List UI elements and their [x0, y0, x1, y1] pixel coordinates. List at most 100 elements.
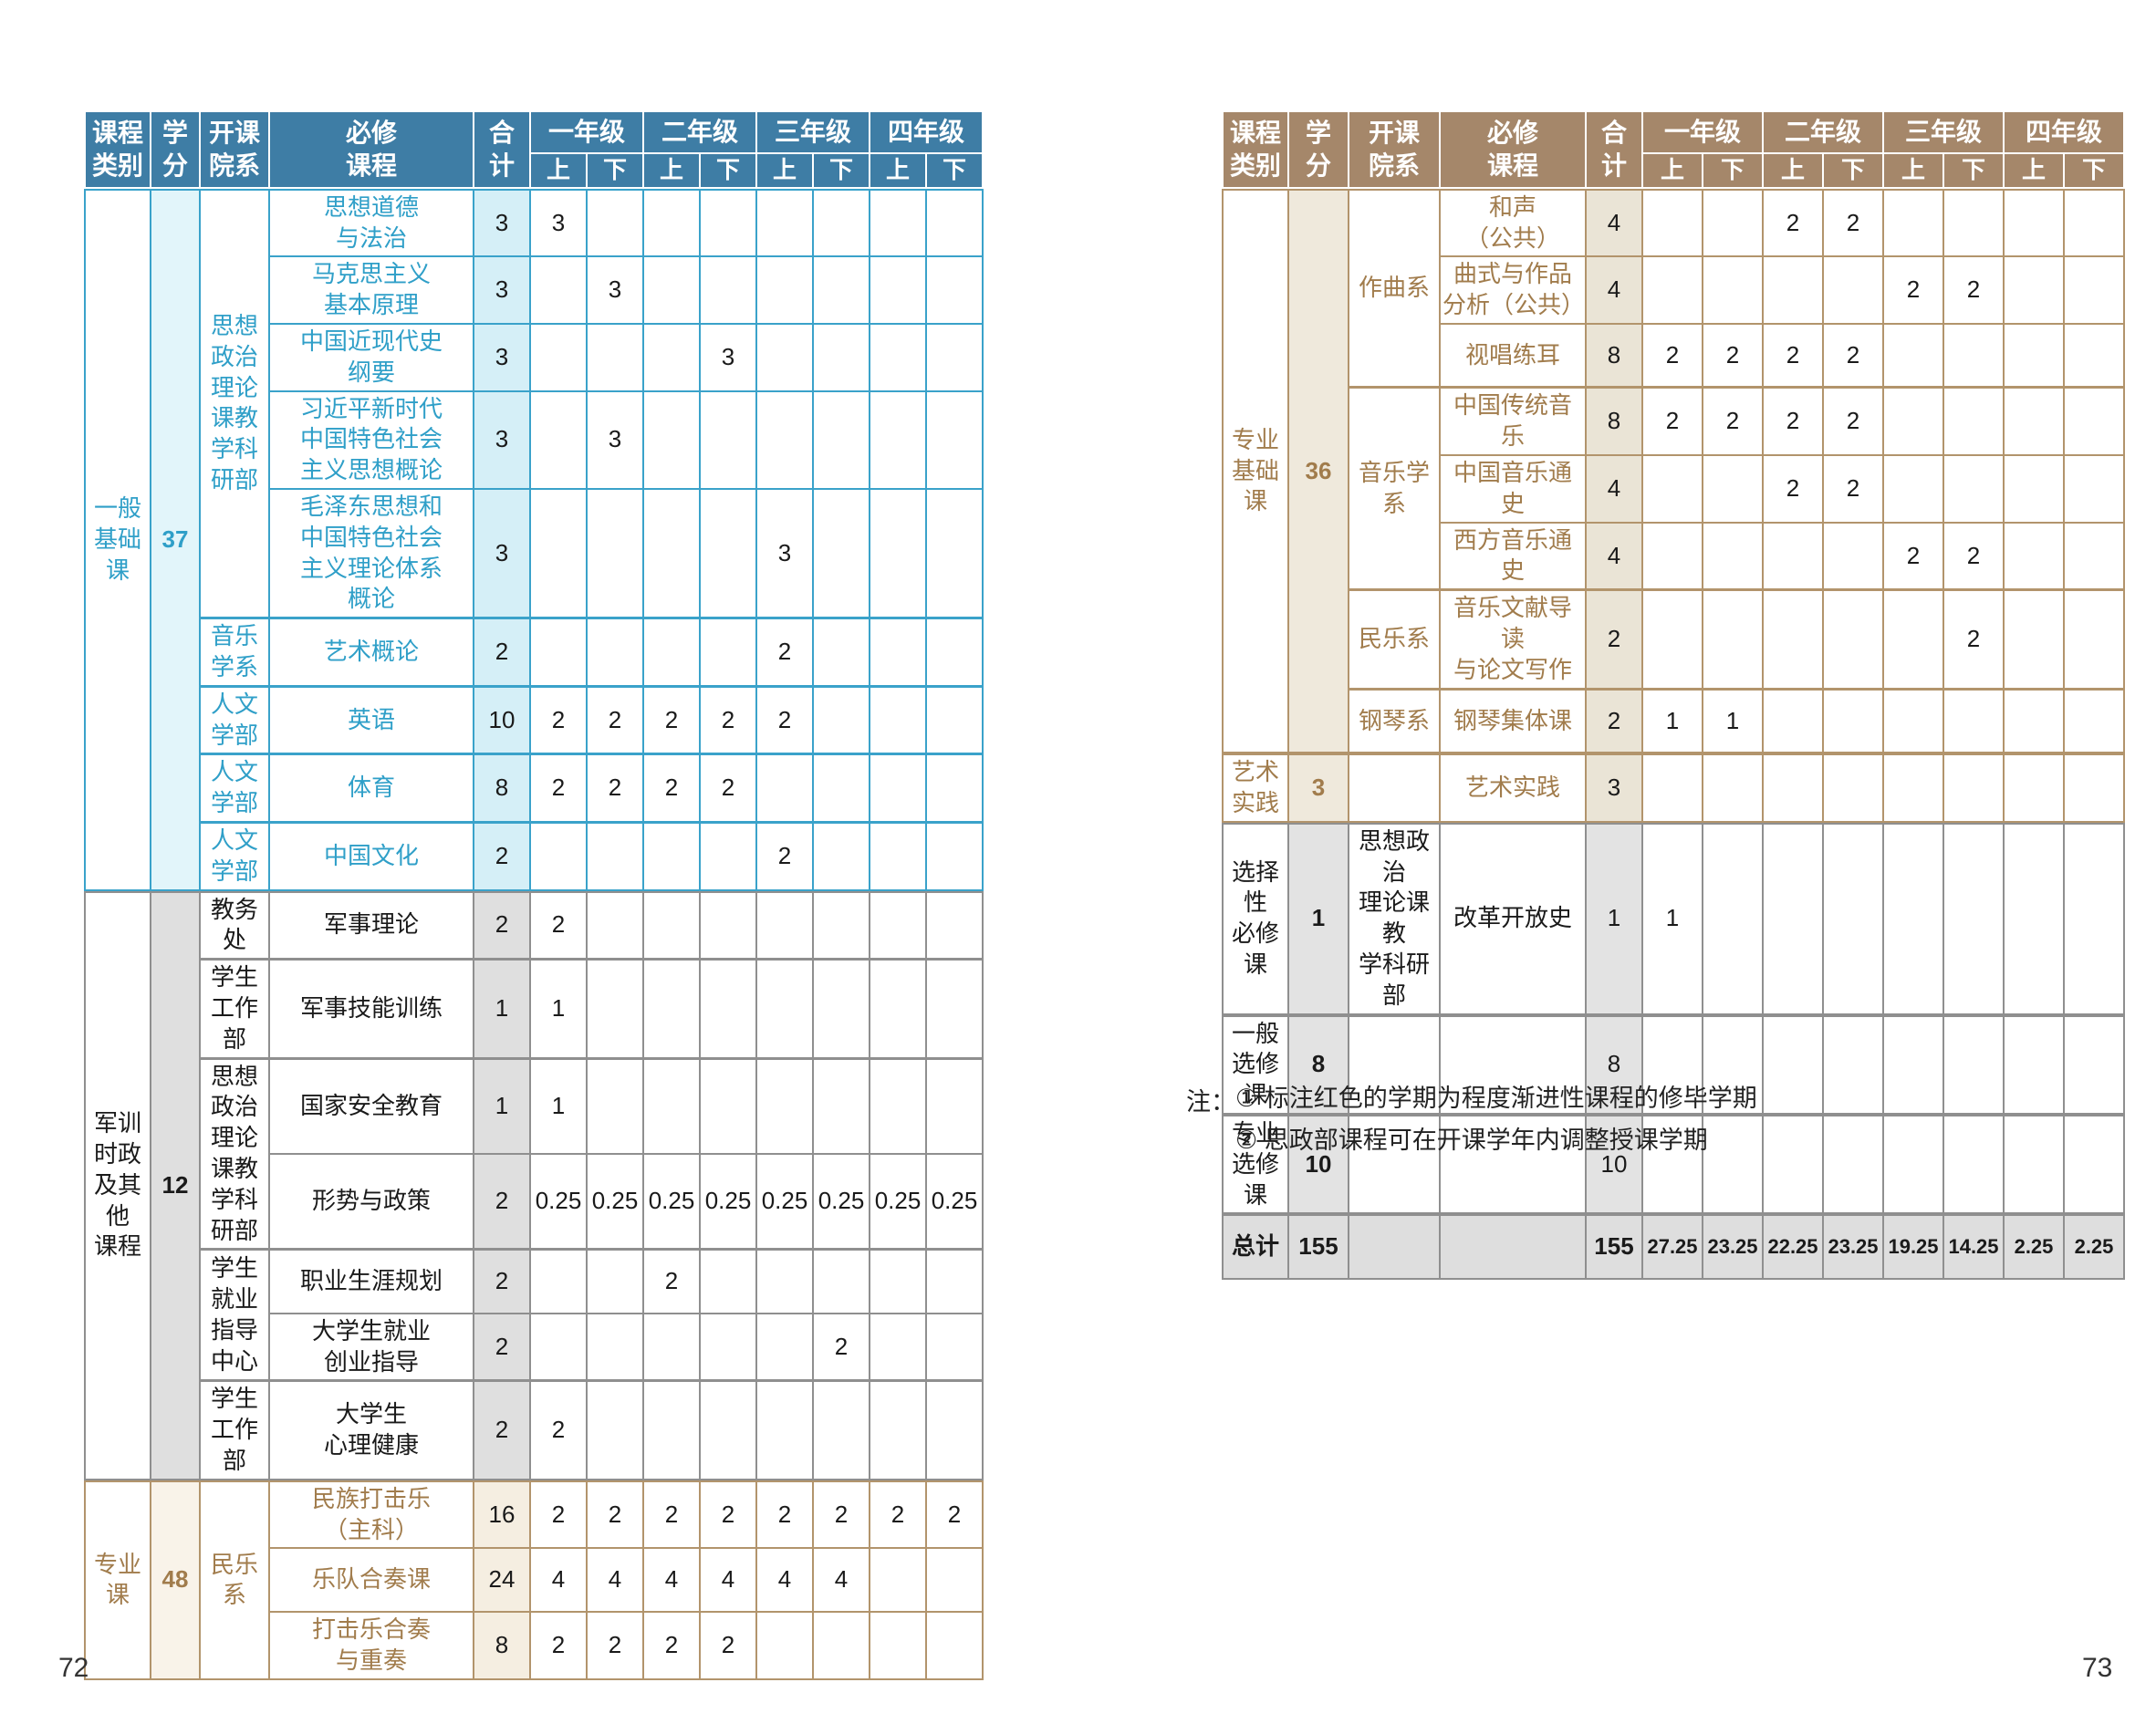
cell-semester-value	[1702, 454, 1764, 524]
cell-semester-value	[755, 188, 814, 258]
cell-semester-value	[925, 487, 984, 619]
cell-semester-value	[1882, 386, 1944, 457]
cell-semester-value: 2	[529, 890, 588, 961]
cell-semester-value	[1702, 1114, 1764, 1215]
cell-semester-value	[812, 1379, 870, 1480]
cell-course: 音乐文献导读 与论文写作	[1439, 588, 1587, 691]
cell-course	[1439, 1014, 1587, 1115]
cell-semester-value	[642, 890, 701, 961]
cell-semester-value: 2	[812, 1480, 870, 1550]
cell-semester-value	[2063, 454, 2125, 524]
cell-course: 军事理论	[268, 890, 474, 961]
cell-semester-value	[925, 1547, 984, 1614]
cell-total: 8	[473, 753, 531, 824]
cell-category: 专业 基础课	[1222, 188, 1289, 754]
cell-semester-value	[1882, 188, 1944, 258]
cell-semester-value	[529, 1312, 588, 1382]
cell-credits: 3	[1287, 753, 1349, 823]
column-header-semester: 下	[1942, 152, 2005, 189]
cell-semester-value: 1	[1641, 822, 1703, 1015]
cell-semester-value	[1822, 687, 1884, 754]
cell-total: 3	[473, 255, 531, 325]
cell-total: 8	[1585, 386, 1643, 457]
cell-semester-value	[642, 487, 701, 619]
cell-semester-value: 0.25	[812, 1152, 870, 1251]
cell-semester-value	[869, 684, 927, 755]
cell-credits: 12	[150, 890, 201, 1480]
cell-semester-value: 2	[1762, 188, 1824, 258]
cell-semester-value	[812, 1248, 870, 1314]
cell-semester-value	[529, 820, 588, 891]
cell-semester-value	[586, 322, 644, 392]
cell-semester-value	[2063, 521, 2125, 591]
cell-course: 中国近现代史 纲要	[268, 322, 474, 392]
cell-course: 中国文化	[268, 820, 474, 891]
cell-semester-value	[925, 322, 984, 392]
cell-semester-value	[642, 255, 701, 325]
cell-semester-value	[1942, 687, 2005, 754]
cell-semester-value: 2	[586, 684, 644, 755]
cell-department: 人文学部	[199, 684, 270, 755]
cell-semester-value: 2	[925, 1480, 984, 1550]
cell-semester-value	[1822, 255, 1884, 325]
cell-semester-value	[586, 617, 644, 688]
cell-semester-value: 2	[699, 753, 757, 824]
cell-semester-value	[1641, 188, 1703, 258]
cell-semester-value: 19.25	[1882, 1214, 1944, 1281]
cell-semester-value	[925, 1379, 984, 1480]
cell-semester-value: 2	[642, 684, 701, 755]
cell-semester-value	[1702, 255, 1764, 325]
cell-semester-value: 2	[529, 753, 588, 824]
cell-semester-value	[869, 1547, 927, 1614]
cell-course: 思想道德 与法治	[268, 188, 474, 258]
cell-semester-value: 2	[1942, 588, 2005, 691]
cell-semester-value: 0.25	[699, 1152, 757, 1251]
cell-semester-value	[925, 1611, 984, 1680]
cell-semester-value	[1762, 1014, 1824, 1115]
cell-semester-value	[586, 958, 644, 1060]
cell-total: 3	[473, 322, 531, 392]
cell-semester-value	[1942, 188, 2005, 258]
cell-semester-value	[529, 487, 588, 619]
cell-course: 体育	[268, 753, 474, 824]
cell-category: 艺术 实践	[1222, 753, 1289, 823]
column-header-semester: 上	[642, 152, 701, 189]
cell-department: 民乐系	[1348, 588, 1441, 691]
cell-semester-value	[1882, 454, 1944, 524]
cell-department: 思想政治 理论课教 学科研部	[199, 1056, 270, 1251]
footnote-item: ② 思政部课程可在开课学年内调整授课学期	[1235, 1127, 1708, 1155]
column-header-department: 开课 院系	[1348, 110, 1441, 189]
column-header-total: 合 计	[473, 110, 531, 189]
cell-course	[1439, 1214, 1587, 1281]
cell-semester-value	[925, 389, 984, 490]
cell-semester-value	[2003, 188, 2065, 258]
cell-semester-value	[1641, 753, 1703, 823]
cell-semester-value	[812, 1056, 870, 1155]
cell-semester-value	[2063, 1114, 2125, 1215]
cell-semester-value	[586, 1379, 644, 1480]
cell-semester-value	[1942, 454, 2005, 524]
cell-semester-value: 14.25	[1942, 1214, 2005, 1281]
cell-category: 专业 选修课	[1222, 1114, 1289, 1215]
cell-semester-value	[1762, 753, 1824, 823]
column-header-grade: 三年级	[755, 110, 870, 154]
cell-semester-value	[529, 617, 588, 688]
cell-semester-value	[1822, 521, 1884, 591]
cell-semester-value: 2	[1822, 386, 1884, 457]
cell-semester-value	[2063, 322, 2125, 389]
cell-semester-value: 1	[529, 1056, 588, 1155]
cell-category: 军训 时政 及其他 课程	[84, 890, 151, 1480]
cell-semester-value	[642, 958, 701, 1060]
cell-semester-value	[1762, 588, 1824, 691]
cell-semester-value	[642, 1312, 701, 1382]
cell-total: 8	[1585, 1014, 1643, 1115]
cell-semester-value	[586, 820, 644, 891]
cell-semester-value	[869, 322, 927, 392]
cell-semester-value	[812, 753, 870, 824]
cell-semester-value	[755, 1056, 814, 1155]
cell-semester-value	[699, 1312, 757, 1382]
cell-semester-value: 0.25	[869, 1152, 927, 1251]
table-section: 一般 基础课 37 思想 政治 理论 课教 学科 研部 思想道德 与法治 3 3 马克思主义…	[84, 188, 984, 891]
cell-semester-value	[699, 617, 757, 688]
cell-department: 作曲系	[1348, 188, 1441, 389]
